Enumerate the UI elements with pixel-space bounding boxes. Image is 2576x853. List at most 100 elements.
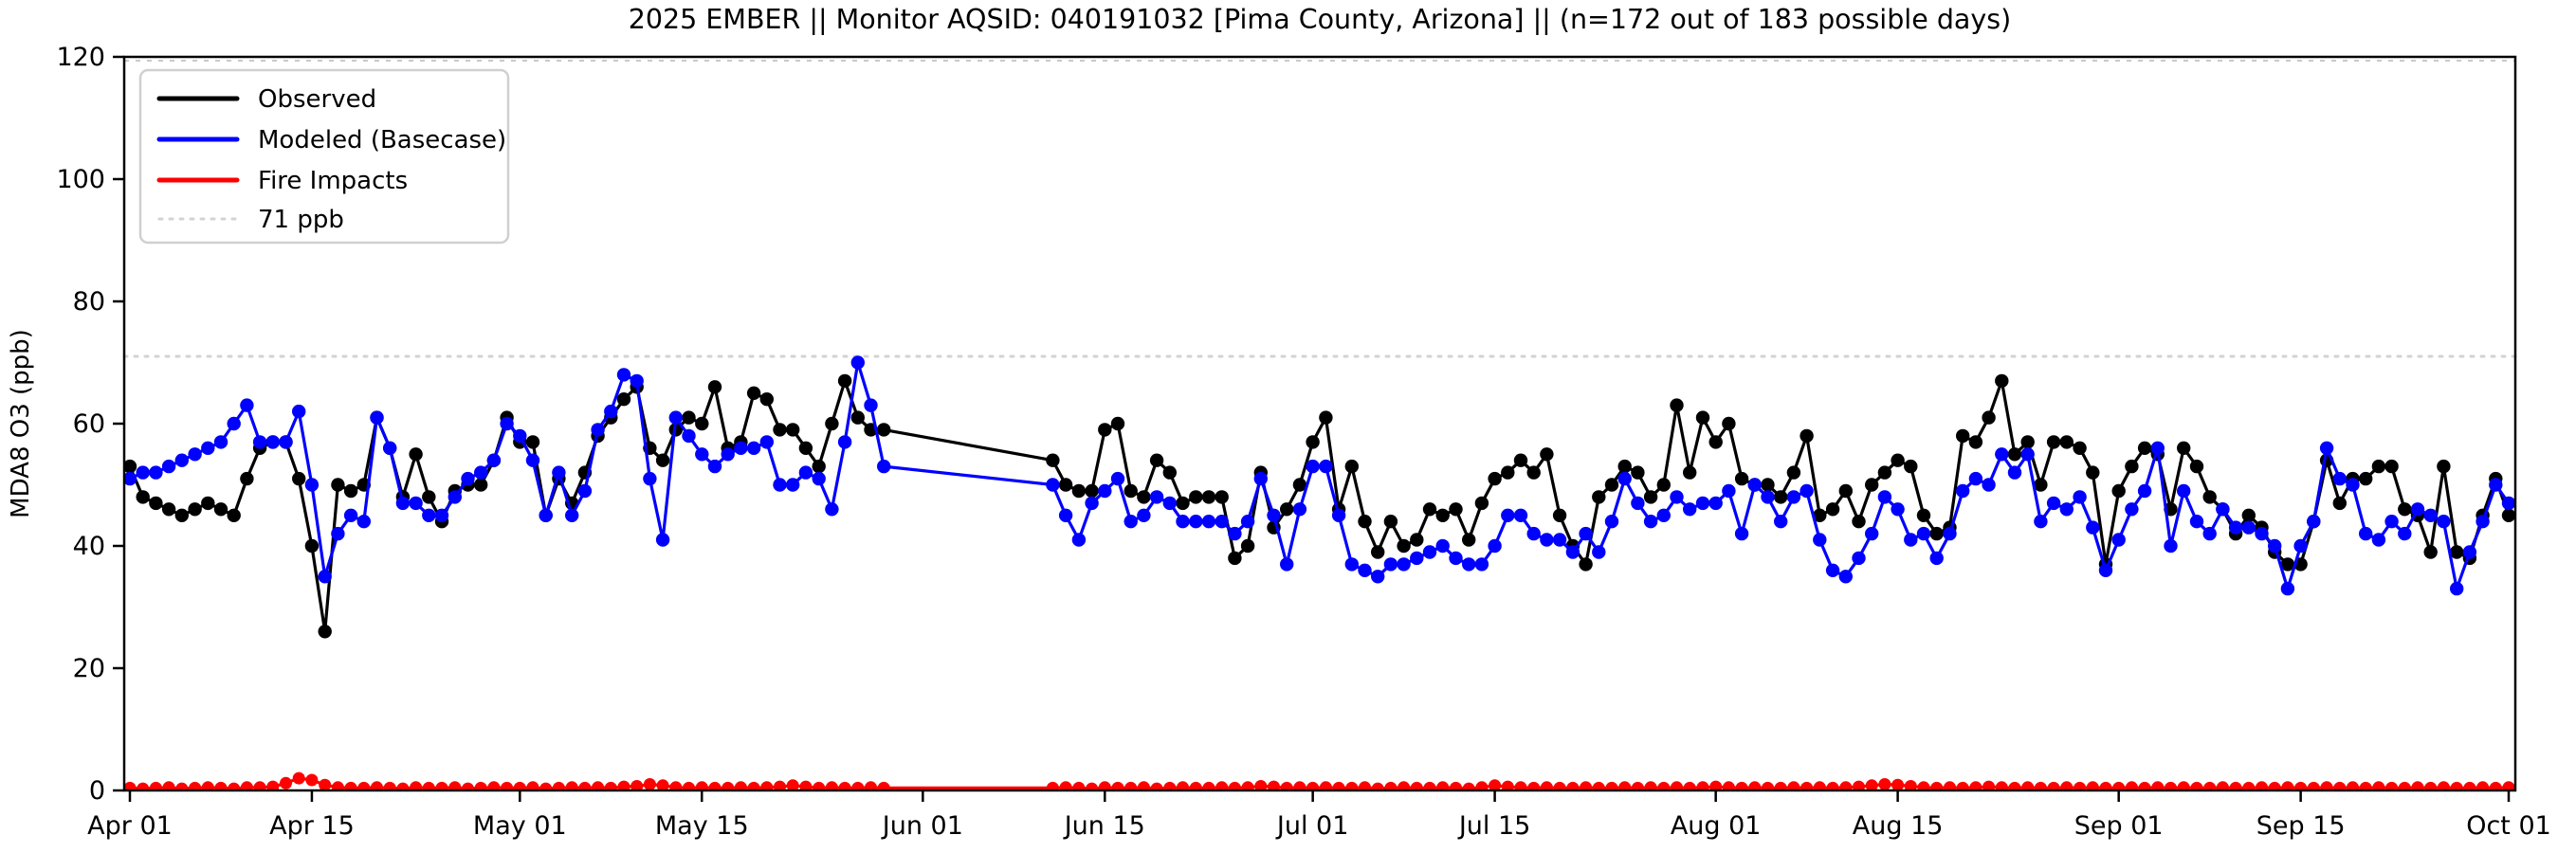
modeled-series-marker (1604, 515, 1619, 529)
observed-series-marker (850, 410, 865, 425)
modeled-series-marker (2228, 520, 2243, 535)
fire-impacts-series-marker (1735, 781, 1748, 790)
modeled-series-marker (759, 435, 774, 449)
fire-impacts-series-marker (1436, 781, 1450, 790)
y-tick-label: 80 (73, 287, 105, 317)
observed-series-marker (2059, 435, 2074, 449)
fire-impacts-series-marker (2372, 781, 2385, 790)
modeled-series-marker (1228, 526, 1242, 541)
fire-impacts-series-marker (1359, 781, 1371, 790)
fire-impacts-series-marker (865, 781, 877, 790)
observed-series-marker (1149, 453, 1164, 467)
observed-series-marker (1383, 515, 1398, 529)
modeled-series-marker (1046, 478, 1060, 492)
modeled-series-marker (786, 478, 800, 492)
fire-impacts-series-marker (1774, 781, 1787, 790)
modeled-series-marker (1943, 526, 1957, 541)
fire-impacts-series-marker (604, 781, 617, 790)
fire-impacts-series-marker (1527, 781, 1541, 790)
fire-impacts-series-marker (2190, 781, 2203, 790)
modeled-series-marker (174, 453, 189, 467)
modeled-series-marker (1240, 515, 1255, 529)
fire-impacts-series-marker (292, 771, 305, 785)
fire-impacts-series-marker (1137, 781, 1150, 790)
modeled-series-marker (2280, 581, 2295, 596)
observed-series-marker (227, 508, 241, 522)
fire-impacts-series-marker (2229, 781, 2242, 790)
observed-series-marker (1110, 416, 1125, 431)
fire-impacts-series-marker (2177, 781, 2190, 790)
fire-impacts-series-marker (1813, 781, 1826, 790)
modeled-series-marker (2384, 515, 2399, 529)
modeled-series-marker (2293, 538, 2308, 554)
modeled-series-marker (1540, 533, 1554, 547)
fire-impacts-series-marker (1410, 781, 1423, 790)
fire-impacts-series-marker (2476, 781, 2490, 790)
fire-impacts-series-marker (747, 781, 760, 790)
modeled-series-marker (1761, 490, 1775, 504)
observed-series-marker (1877, 465, 1892, 480)
modeled-series-marker (721, 447, 735, 462)
fire-impacts-series-marker (344, 781, 357, 790)
fire-impacts-series-marker (851, 781, 865, 790)
modeled-series-marker (1929, 551, 1944, 566)
observed-series-marker (798, 441, 813, 455)
modeled-series-marker (1916, 526, 1931, 541)
observed-series-marker (2241, 508, 2256, 522)
modeled-series-marker (1800, 483, 1814, 499)
modeled-series-marker (798, 465, 813, 480)
observed-series-marker (318, 625, 332, 639)
modeled-series-marker (734, 441, 748, 455)
fire-impacts-series-marker (1995, 781, 2008, 790)
modeled-series-marker (292, 404, 306, 419)
modeled-series-marker (1617, 471, 1632, 486)
modeled-series-marker (2137, 483, 2152, 499)
plot-area (124, 57, 2515, 790)
observed-series-marker (304, 538, 320, 554)
fire-impacts-series-marker (1891, 778, 1905, 790)
observed-series-marker (2111, 483, 2126, 499)
observed-series-marker (1526, 465, 1541, 480)
observed-series-marker (2398, 502, 2412, 517)
observed-series-marker (136, 490, 150, 504)
observed-series-marker (1228, 551, 1242, 566)
modeled-series-marker (2268, 538, 2282, 554)
observed-series-marker (149, 496, 163, 511)
modeled-series-marker (604, 404, 618, 419)
modeled-series-marker (1110, 471, 1125, 486)
observed-series-marker (1319, 410, 1333, 425)
fire-impacts-series-marker (683, 781, 695, 790)
observed-series-marker (1215, 490, 1229, 504)
observed-series-marker (1683, 465, 1697, 480)
x-tick-label: Apr 15 (269, 811, 355, 841)
modeled-series-marker (746, 441, 761, 455)
observed-series-marker (1929, 526, 1944, 541)
x-tick-label: May 15 (655, 811, 749, 841)
modeled-series-marker (1695, 496, 1710, 511)
modeled-series-marker (1435, 538, 1450, 554)
fire-impacts-series-marker (410, 781, 423, 790)
fire-impacts-series-marker (813, 781, 826, 790)
fire-impacts-series-marker (2281, 781, 2294, 790)
observed-series-marker (1462, 533, 1476, 547)
modeled-series-marker (2437, 515, 2451, 529)
fire-impacts-series-marker (1215, 781, 1229, 790)
modeled-series-marker (1085, 496, 1099, 511)
fire-impacts-series-marker (280, 776, 292, 789)
modeled-series-marker (486, 453, 502, 467)
fire-impacts-series-marker (357, 781, 371, 790)
fire-impacts-series-marker (734, 781, 747, 790)
fire-impacts-series-marker (2307, 781, 2320, 790)
fire-impacts-series-marker (1969, 781, 1982, 790)
fire-impacts-series-marker (617, 780, 630, 790)
x-tick-label: Jun 01 (881, 811, 963, 841)
modeled-series-marker (539, 508, 553, 522)
fire-impacts-series-marker (643, 778, 656, 790)
modeled-series-marker (1189, 515, 1203, 529)
fire-impacts-series-marker (513, 781, 526, 790)
observed-series-marker (124, 459, 137, 474)
observed-series-marker (1449, 502, 1463, 517)
modeled-series-marker (265, 435, 280, 449)
modeled-series-marker (1098, 483, 1112, 499)
observed-series-marker (877, 423, 891, 437)
